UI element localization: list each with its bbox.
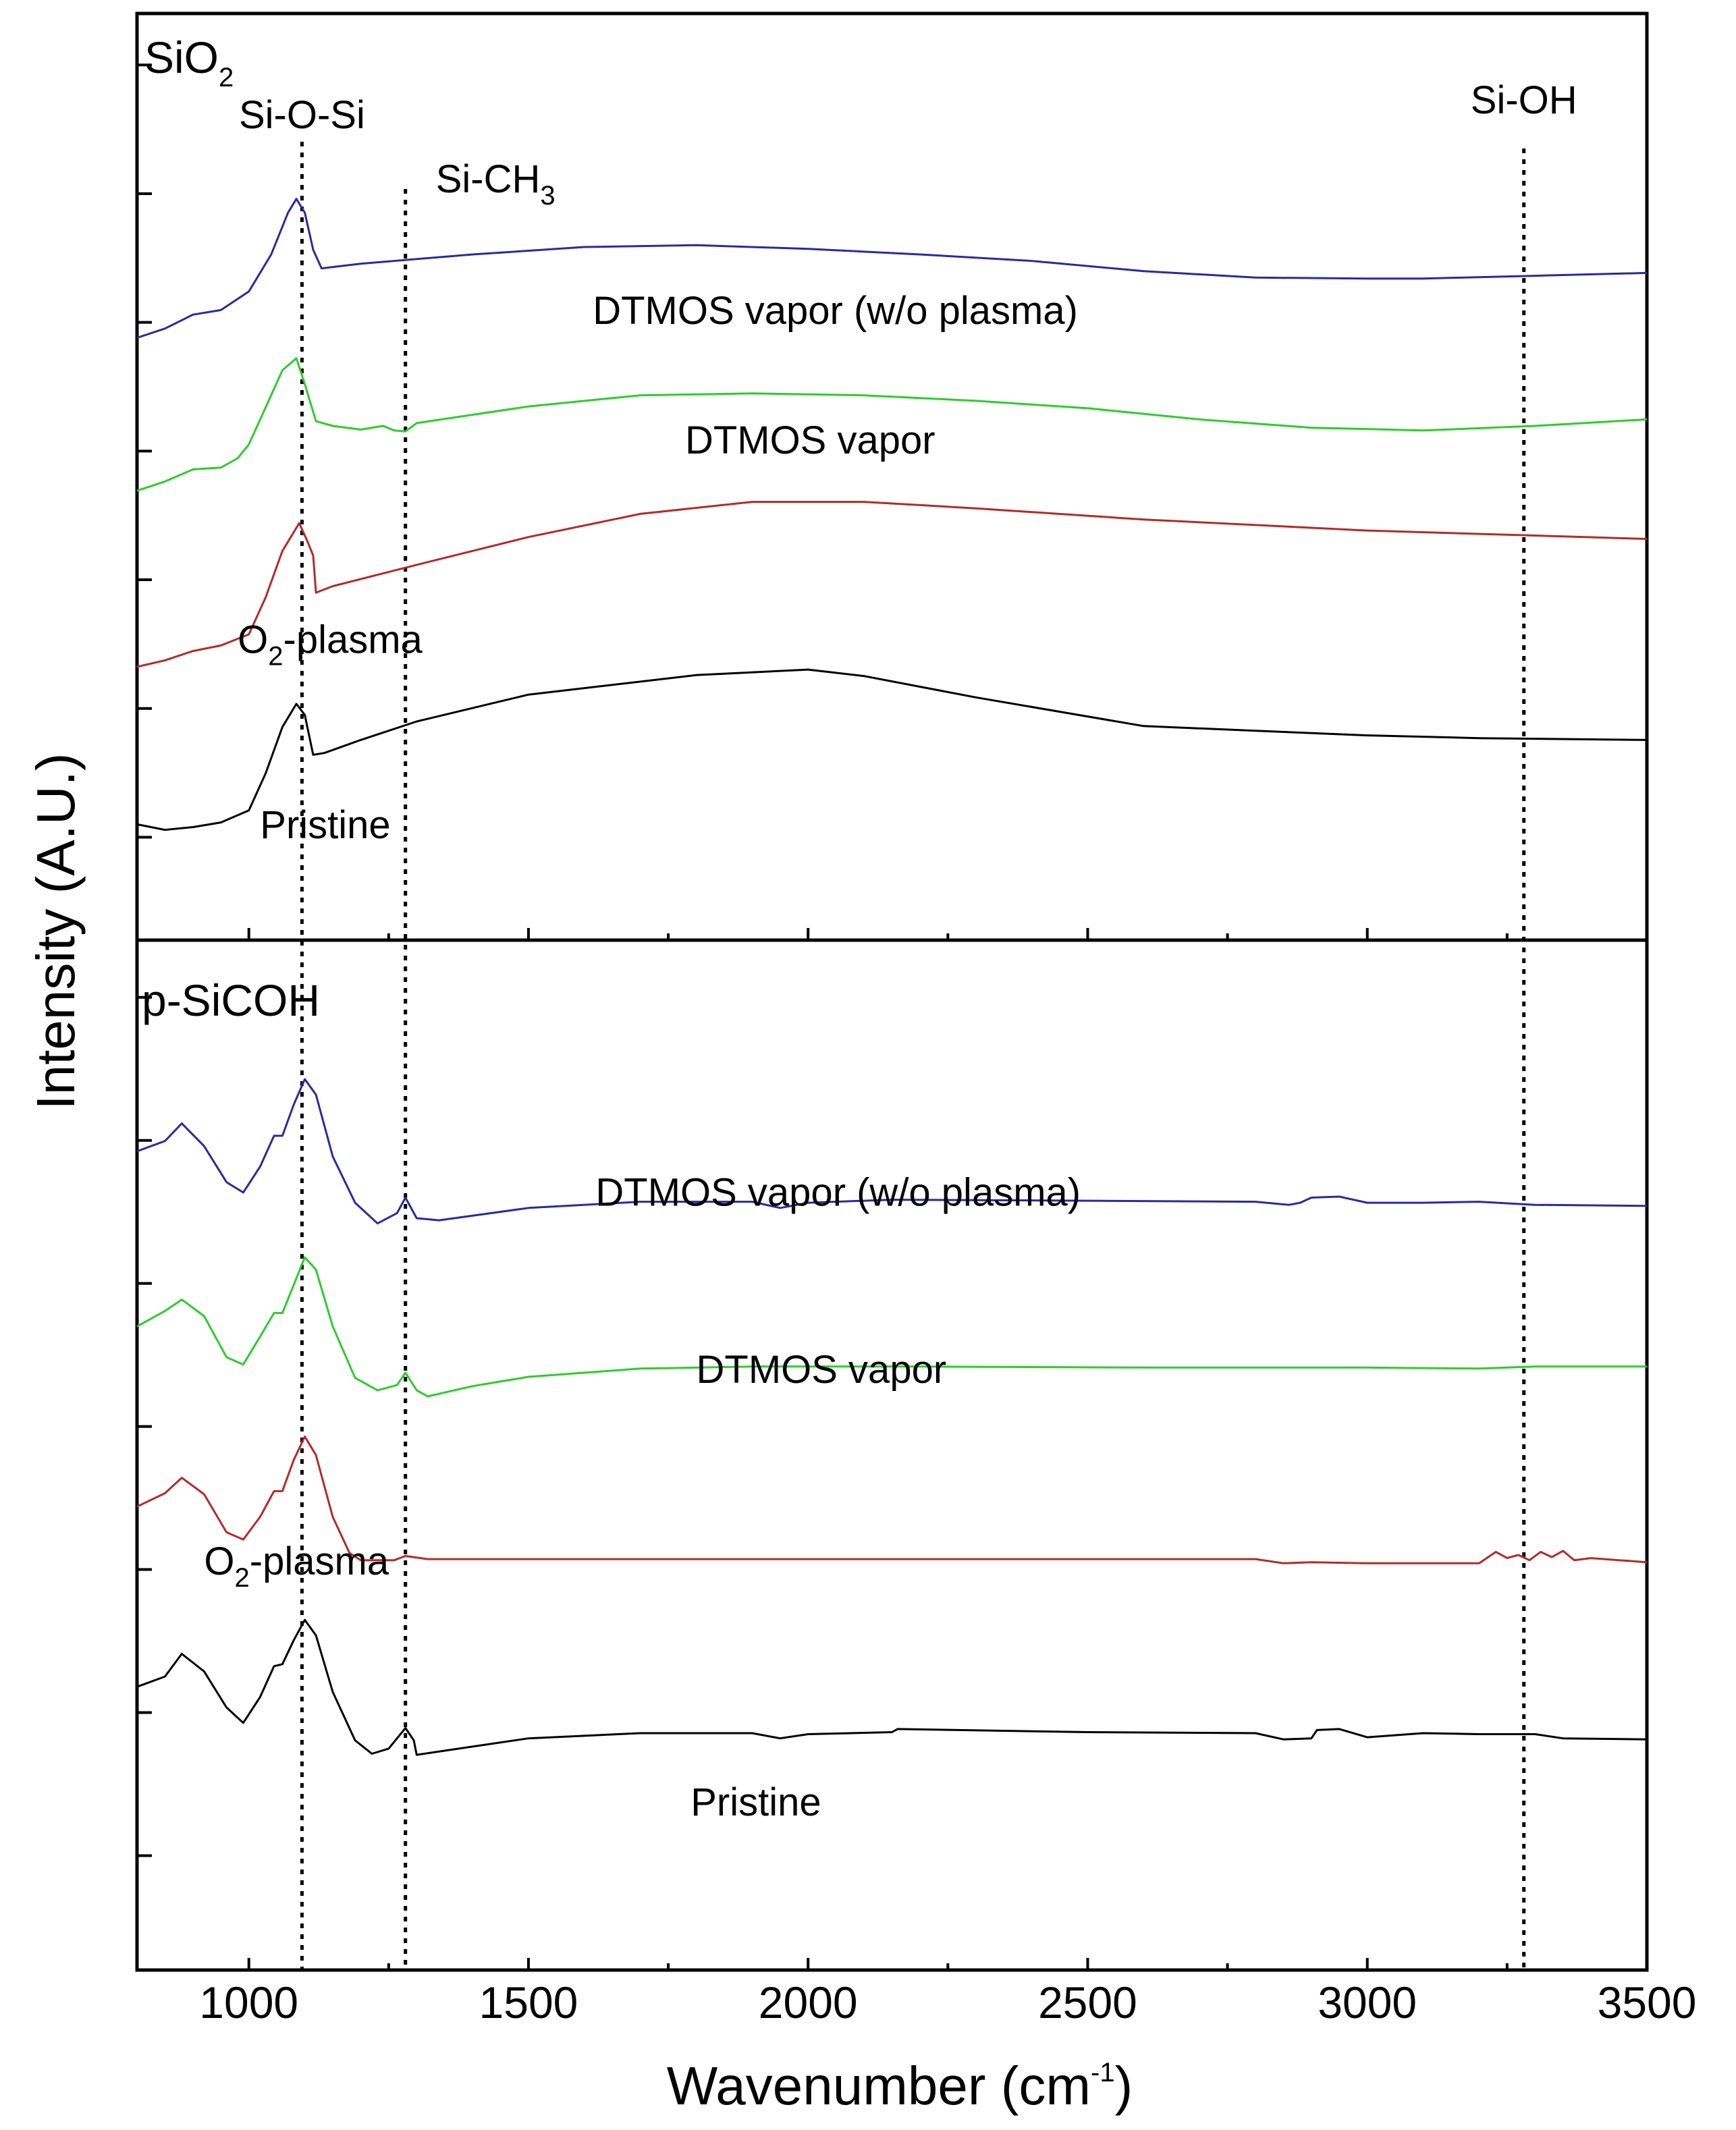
series-label-p-sicoh-dtmos-vapor: DTMOS vapor (697, 1348, 947, 1392)
series-label-sio2-dtmos-vapor-w-o-plasma: DTMOS vapor (w/o plasma) (593, 289, 1078, 333)
series-label-p-sicoh-o2-plasma: O2-plasma (204, 1539, 389, 1593)
series-sio2-dtmos-vapor (136, 357, 1648, 492)
x-tick-label: 2500 (1038, 1977, 1137, 2027)
tick-marks (137, 63, 1648, 1970)
series-label-sio2-pristine: Pristine (260, 803, 390, 847)
series-label-sio2-dtmos-vapor: DTMOS vapor (685, 418, 935, 462)
y-axis-title: Intensity (A.U.) (26, 753, 86, 1110)
series-labels: Pristine O2-plasma DTMOS vapor DTMOS vapor … (204, 289, 1081, 1824)
reference-label-si-o-si: Si-O-Si (239, 93, 365, 137)
x-axis-title: Wavenumber (cm-1) (667, 2056, 1133, 2116)
bottom-panel-frame (135, 938, 1649, 1972)
series-sio2-o2-plasma (136, 501, 1648, 668)
series-sio2-dtmos-vapor-w-o-plasma (136, 198, 1648, 339)
reference-lines: Si-O-Si Si-CH3 Si-OH (239, 78, 1577, 1970)
series-p-sicoh-dtmos-vapor-w-o-plasma (136, 1078, 1648, 1225)
series-sio2-pristine (136, 668, 1648, 831)
series-p-sicoh-o2-plasma (136, 1436, 1648, 1564)
top-panel-title: SiO2 (144, 32, 234, 92)
bottom-panel-title: p-SiCOH (142, 975, 320, 1025)
x-tick-labels: 1000 1500 2000 2500 3000 3500 (199, 1977, 1696, 2027)
x-tick-label: 3000 (1318, 1977, 1417, 2027)
x-tick-label: 1500 (479, 1977, 578, 2027)
reference-label-si-oh: Si-OH (1471, 78, 1577, 122)
series-label-p-sicoh-pristine: Pristine (690, 1780, 821, 1824)
series-p-sicoh-pristine (136, 1618, 1648, 1756)
spectra (136, 198, 1648, 1756)
reference-label-si-ch3: Si-CH3 (436, 157, 555, 211)
series-label-sio2-o2-plasma: O2-plasma (238, 618, 423, 671)
series-label-p-sicoh-dtmos-vapor-w-o-plasma: DTMOS vapor (w/o plasma) (595, 1171, 1081, 1215)
x-tick-label: 1000 (199, 1977, 298, 2027)
x-tick-label: 3500 (1598, 1977, 1697, 2027)
x-tick-label: 2000 (759, 1977, 858, 2027)
series-p-sicoh-dtmos-vapor (136, 1256, 1647, 1398)
